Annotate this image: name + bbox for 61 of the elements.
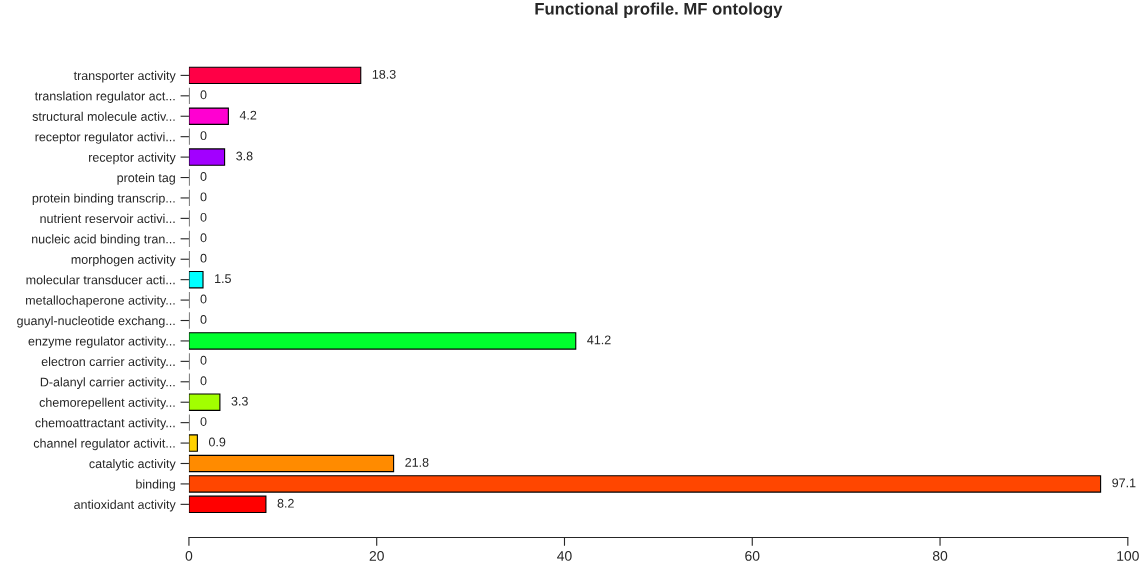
data-label: 0 <box>200 192 207 202</box>
y-tick-label: transporter activity <box>73 70 176 83</box>
y-tick-label: protein tag <box>117 173 175 185</box>
data-label: 0 <box>200 253 207 263</box>
x-tick-label: 80 <box>932 550 948 561</box>
chart-title: Functional profile. MF ontology <box>535 2 783 19</box>
data-label: 8.2 <box>277 498 294 508</box>
x-tick-label: 20 <box>369 550 384 561</box>
y-tick-label: nucleic acid binding tran... <box>32 234 175 246</box>
y-tick-label: chemorepellent activity... <box>39 397 175 410</box>
y-tick-label: translation regulator act... <box>34 91 175 103</box>
y-tick-label: morphogen activity <box>71 254 176 267</box>
data-label: 97.1 <box>1112 478 1136 488</box>
y-tick-label: D-alanyl carrier activity... <box>40 377 175 389</box>
y-tick-label: receptor regulator activi... <box>35 132 175 144</box>
y-tick-label: binding <box>136 479 175 492</box>
y-tick-label: enzyme regulator activity... <box>28 336 175 349</box>
bar <box>188 148 226 166</box>
bar <box>188 270 204 289</box>
data-label: 0 <box>200 212 207 222</box>
y-tick-label: electron carrier activity... <box>41 356 175 369</box>
bar <box>188 393 221 411</box>
data-label: 0.9 <box>208 437 226 447</box>
bar <box>188 66 362 85</box>
data-label: 0 <box>200 90 207 100</box>
data-label: 0 <box>200 376 207 386</box>
data-label: 0 <box>200 417 207 426</box>
bar <box>188 475 1102 493</box>
y-tick-label: channel regulator activit... <box>33 438 175 451</box>
x-tick-label: 60 <box>745 550 760 561</box>
data-label: 0 <box>200 355 207 365</box>
y-tick-label: antioxidant activity <box>74 499 176 512</box>
data-label: 0 <box>200 315 207 324</box>
data-label: 1.5 <box>215 274 231 284</box>
data-label: 0 <box>200 233 207 243</box>
bar <box>188 454 395 473</box>
y-tick-label: structural molecule activ... <box>32 111 175 121</box>
bar <box>188 107 229 125</box>
bar <box>188 434 198 452</box>
data-label: 18.3 <box>372 69 396 79</box>
data-label: 0 <box>200 294 207 304</box>
data-label: 0 <box>200 172 207 181</box>
y-tick-label: metallochaperone activity... <box>26 295 175 308</box>
data-label: 3.3 <box>231 396 248 406</box>
y-tick-label: molecular transducer acti... <box>26 275 175 285</box>
y-tick-label: receptor activity <box>89 152 176 165</box>
bar <box>188 332 577 350</box>
data-label: 3.8 <box>236 151 253 161</box>
data-label: 4.2 <box>239 110 257 120</box>
x-tick-label: 100 <box>1117 550 1139 561</box>
y-tick-label: nutrient reservoir activi... <box>40 213 175 224</box>
x-tick-label: 0 <box>185 550 193 561</box>
data-label: 21.8 <box>405 458 429 467</box>
data-label: 0 <box>200 131 207 141</box>
y-tick-label: chemoattractant activity... <box>35 418 175 430</box>
y-tick-label: catalytic activity <box>89 458 176 471</box>
data-label: 41.2 <box>587 335 611 345</box>
x-tick-label: 40 <box>557 550 572 561</box>
bar <box>188 495 267 514</box>
y-tick-label: protein binding transcrip... <box>32 193 175 206</box>
y-tick-label: guanyl-nucleotide exchang... <box>17 315 175 328</box>
